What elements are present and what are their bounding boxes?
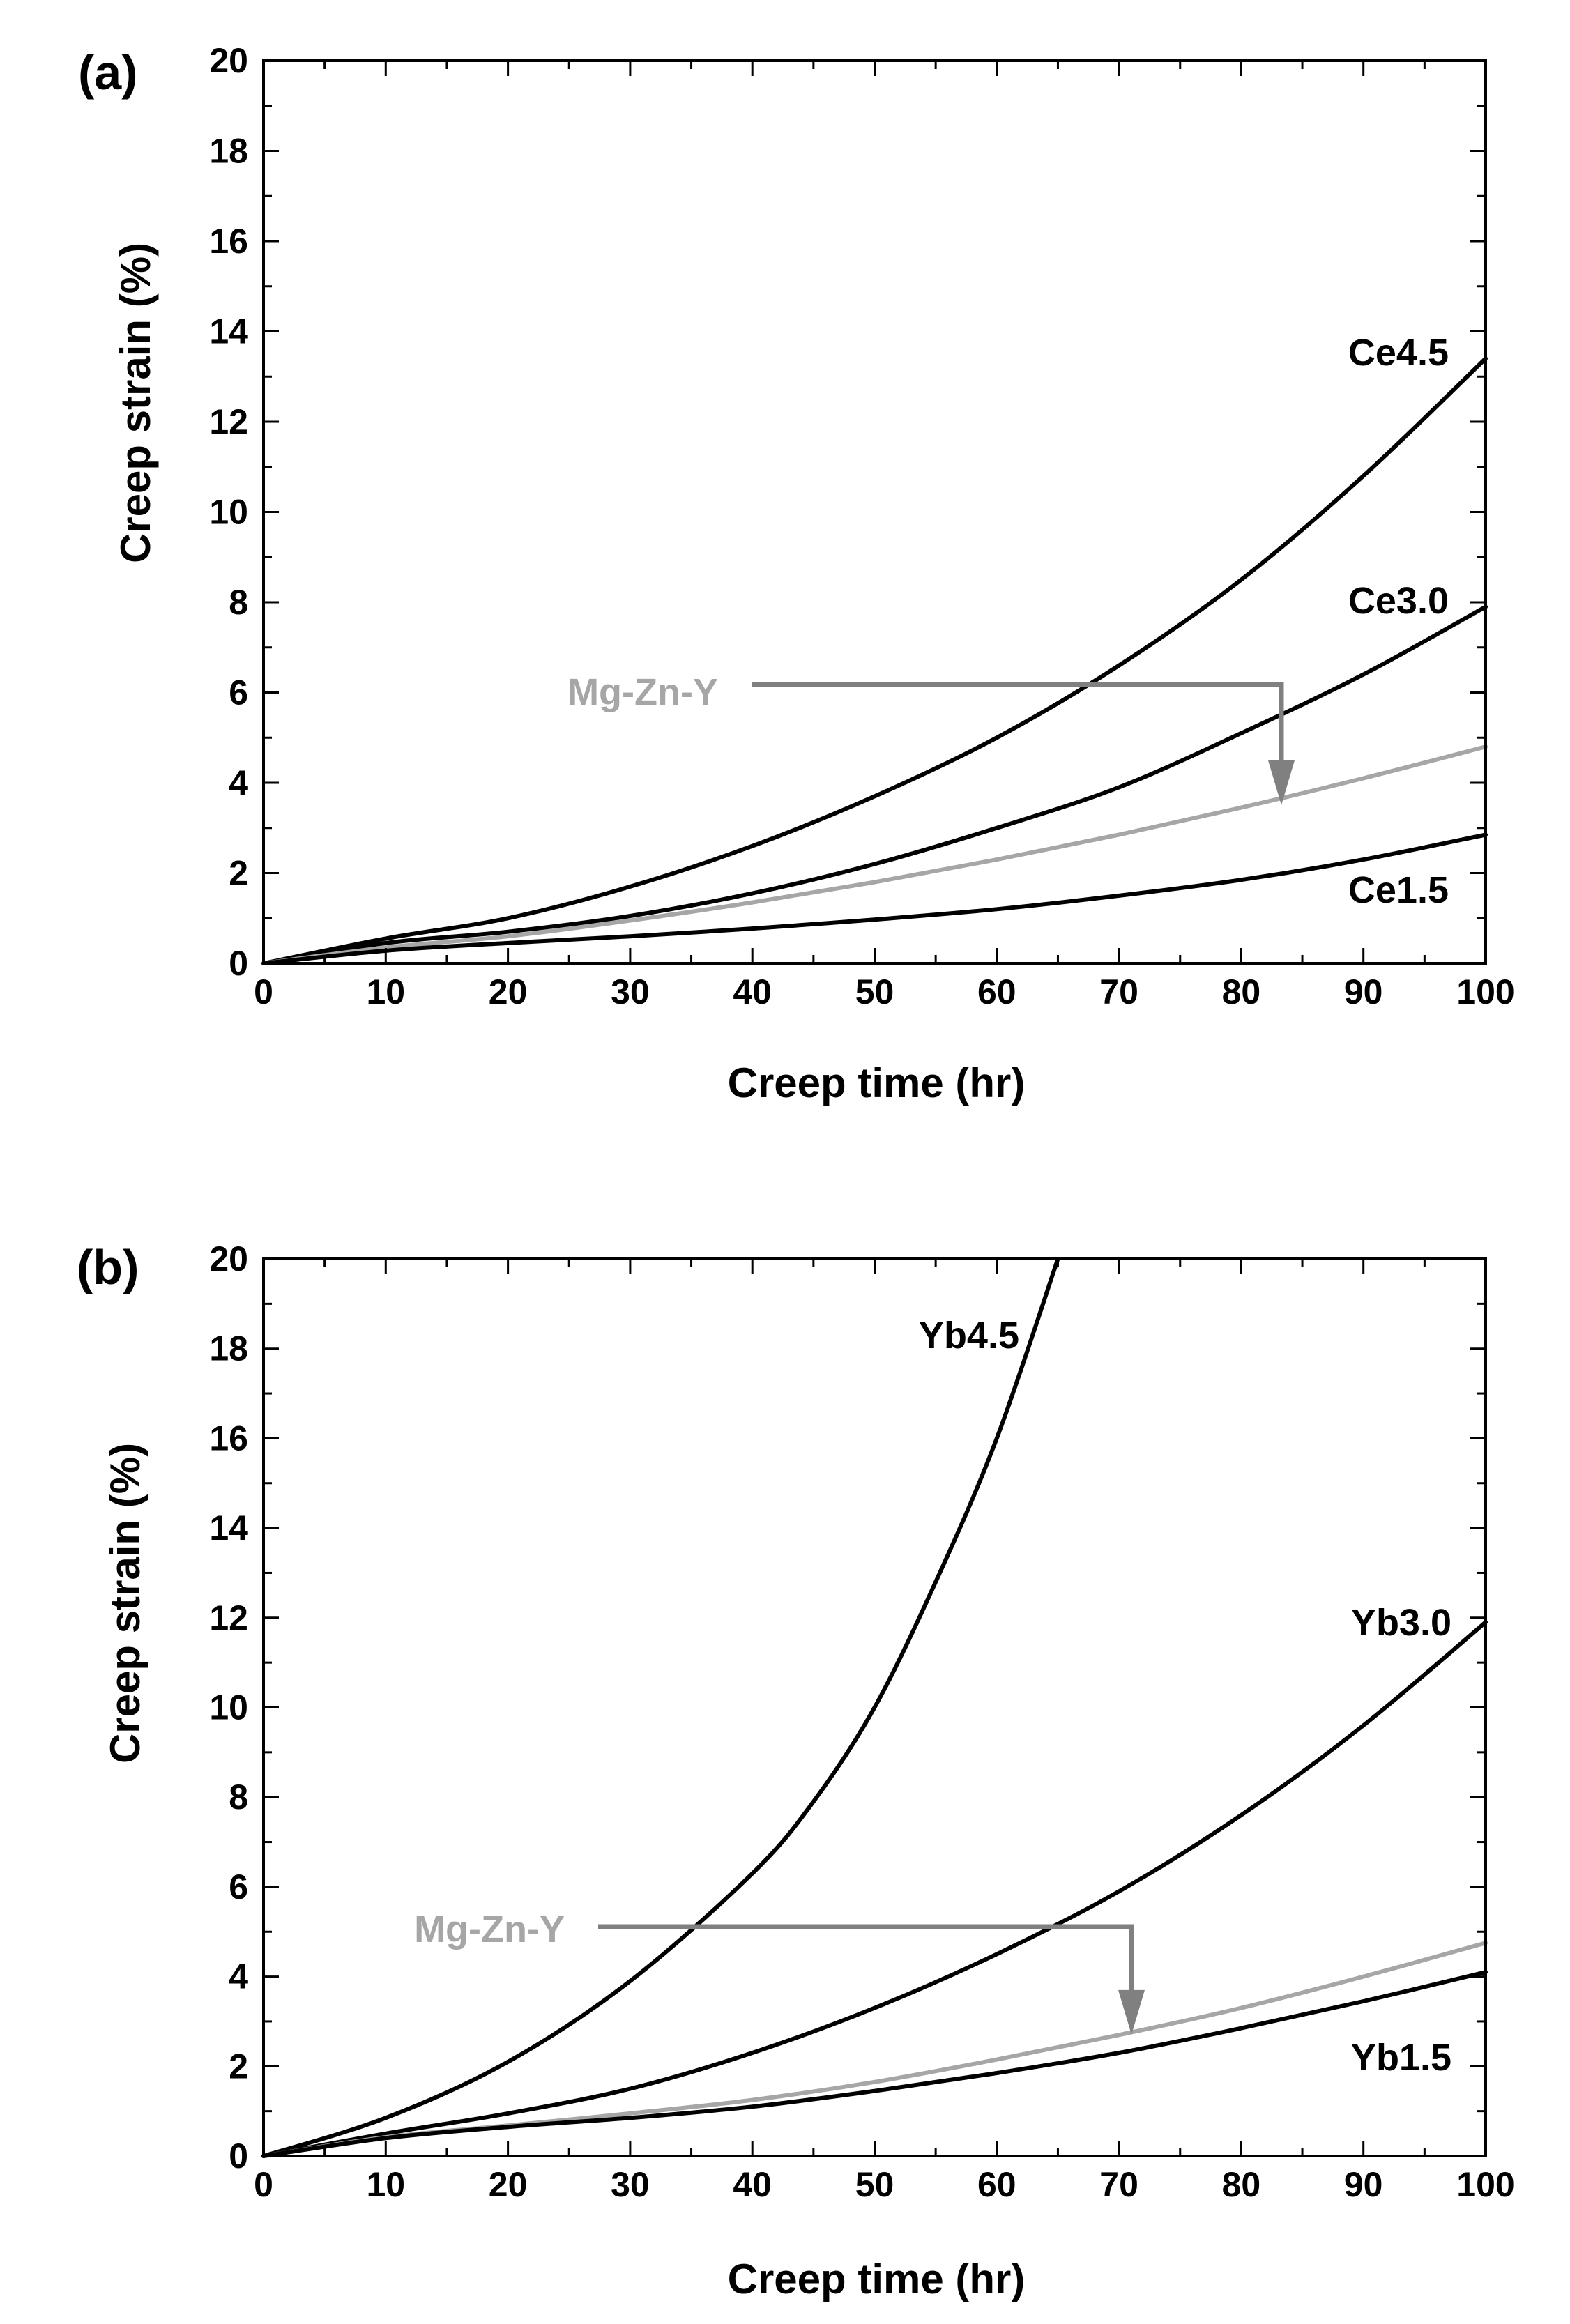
plot-frame-b xyxy=(262,1257,1487,2157)
x-tick-label: 80 xyxy=(1222,972,1261,1011)
x-tick-label: 30 xyxy=(611,2165,650,2204)
y-tick-label: 2 xyxy=(229,854,248,893)
x-tick-label: 70 xyxy=(1099,2165,1138,2204)
y-tick-label: 8 xyxy=(229,1778,248,1817)
ticks-a: 0 10 20 30 40 50 60 70 80 90 100 0 2 4 6 8 10 12 14 16 18 20 xyxy=(209,41,1514,1011)
series-line-ce3-0 xyxy=(261,604,1488,965)
y-tick-label: 16 xyxy=(209,1419,248,1458)
y-tick-label: 12 xyxy=(209,1598,248,1637)
panel-a: (a) Creep strain (%) Creep time (hr) 0 10… xyxy=(78,41,1515,1106)
series-label-ce30: Ce3.0 xyxy=(1348,580,1449,622)
y-tick-label: 6 xyxy=(229,673,248,712)
y-axis-title-a: Creep strain (%) xyxy=(112,243,159,563)
plot-area-a: 0 10 20 30 40 50 60 70 80 90 100 0 2 4 6 8 10 12 14 16 18 20 xyxy=(209,41,1514,1011)
x-tick-label: 0 xyxy=(254,2165,273,2204)
y-tick-label: 18 xyxy=(209,132,248,171)
x-tick-label: 70 xyxy=(1099,972,1138,1011)
x-tick-label: 20 xyxy=(489,972,528,1011)
y-tick-label: 0 xyxy=(229,944,248,983)
annotation-arrow-line xyxy=(752,682,1284,765)
x-tick-label: 90 xyxy=(1344,2165,1383,2204)
y-tick-label: 18 xyxy=(209,1329,248,1368)
panel-label-b: (b) xyxy=(77,1240,139,1294)
x-tick-label: 80 xyxy=(1222,2165,1261,2204)
series-line-yb3-0 xyxy=(261,1620,1488,2158)
plot-area-b: 0 10 20 30 40 50 60 70 80 90 100 0 2 4 6 8 10 12 14 16 18 20 xyxy=(209,1239,1514,2204)
x-tick-label: 40 xyxy=(733,2165,772,2204)
panel-b: (b) Creep strain (%) Creep time (hr) 0 10… xyxy=(77,1239,1515,2302)
annotation-label-mgzny-a: Mg-Zn-Y xyxy=(567,671,718,713)
x-tick-label: 0 xyxy=(254,972,273,1011)
y-tick-label: 6 xyxy=(229,1867,248,1906)
series-line-ce4-5 xyxy=(261,356,1488,965)
y-tick-label: 0 xyxy=(229,2136,248,2176)
series-line-mg-zn-y xyxy=(261,744,1488,965)
y-tick-label: 20 xyxy=(209,1239,248,1278)
x-tick-label: 90 xyxy=(1344,972,1383,1011)
x-tick-label: 100 xyxy=(1456,972,1514,1011)
x-tick-label: 10 xyxy=(366,972,405,1011)
x-tick-label: 10 xyxy=(366,2165,405,2204)
y-tick-label: 4 xyxy=(229,1957,248,1996)
y-tick-label: 16 xyxy=(209,222,248,261)
annotation-arrow-line xyxy=(598,1924,1134,1994)
annotations-b xyxy=(598,1924,1145,2035)
series-line-ce1-5 xyxy=(261,832,1488,965)
y-tick-label: 4 xyxy=(229,763,248,802)
curves-a xyxy=(261,356,1488,965)
y-tick-label: 20 xyxy=(209,41,248,80)
x-tick-label: 60 xyxy=(977,2165,1016,2204)
series-label-ce45: Ce4.5 xyxy=(1348,332,1449,374)
x-axis-title-b: Creep time (hr) xyxy=(728,2256,1026,2302)
x-axis-title-a: Creep time (hr) xyxy=(728,1060,1026,1106)
y-tick-label: 2 xyxy=(229,2047,248,2086)
x-tick-label: 100 xyxy=(1456,2165,1514,2204)
y-axis-title-b: Creep strain (%) xyxy=(102,1443,148,1764)
series-line-yb4-5 xyxy=(261,1257,1060,2158)
series-label-yb45: Yb4.5 xyxy=(919,1315,1019,1356)
series-line-yb1-5 xyxy=(261,1970,1488,2158)
series-label-yb30: Yb3.0 xyxy=(1351,1602,1451,1644)
y-tick-label: 12 xyxy=(209,402,248,441)
series-labels-a: Ce4.5 Ce3.0 Ce1.5 Mg-Zn-Y xyxy=(567,332,1449,911)
x-tick-label: 50 xyxy=(855,972,894,1011)
panel-label-a: (a) xyxy=(78,45,138,100)
y-tick-label: 10 xyxy=(209,493,248,532)
x-tick-label: 40 xyxy=(733,972,772,1011)
annotation-arrow-head xyxy=(1118,1989,1145,2035)
x-tick-label: 20 xyxy=(489,2165,528,2204)
x-tick-label: 30 xyxy=(611,972,650,1011)
plot-frame-a xyxy=(262,59,1487,965)
curves-b xyxy=(261,1257,1488,2158)
annotation-label-mgzny-b: Mg-Zn-Y xyxy=(414,1909,565,1950)
y-tick-label: 8 xyxy=(229,583,248,622)
x-tick-label: 50 xyxy=(855,2165,894,2204)
annotations-a xyxy=(752,682,1295,805)
x-tick-label: 60 xyxy=(977,972,1016,1011)
ticks-b: 0 10 20 30 40 50 60 70 80 90 100 0 2 4 6 8 10 12 14 16 18 20 xyxy=(209,1239,1514,2204)
y-tick-label: 10 xyxy=(209,1688,248,1727)
series-label-yb15: Yb1.5 xyxy=(1351,2037,1451,2079)
series-labels-b: Yb4.5 Yb3.0 Yb1.5 Mg-Zn-Y xyxy=(414,1315,1451,2079)
y-tick-label: 14 xyxy=(209,1508,248,1547)
y-tick-label: 14 xyxy=(209,312,248,351)
annotation-arrow-head xyxy=(1268,760,1295,805)
series-label-ce15: Ce1.5 xyxy=(1348,869,1449,911)
